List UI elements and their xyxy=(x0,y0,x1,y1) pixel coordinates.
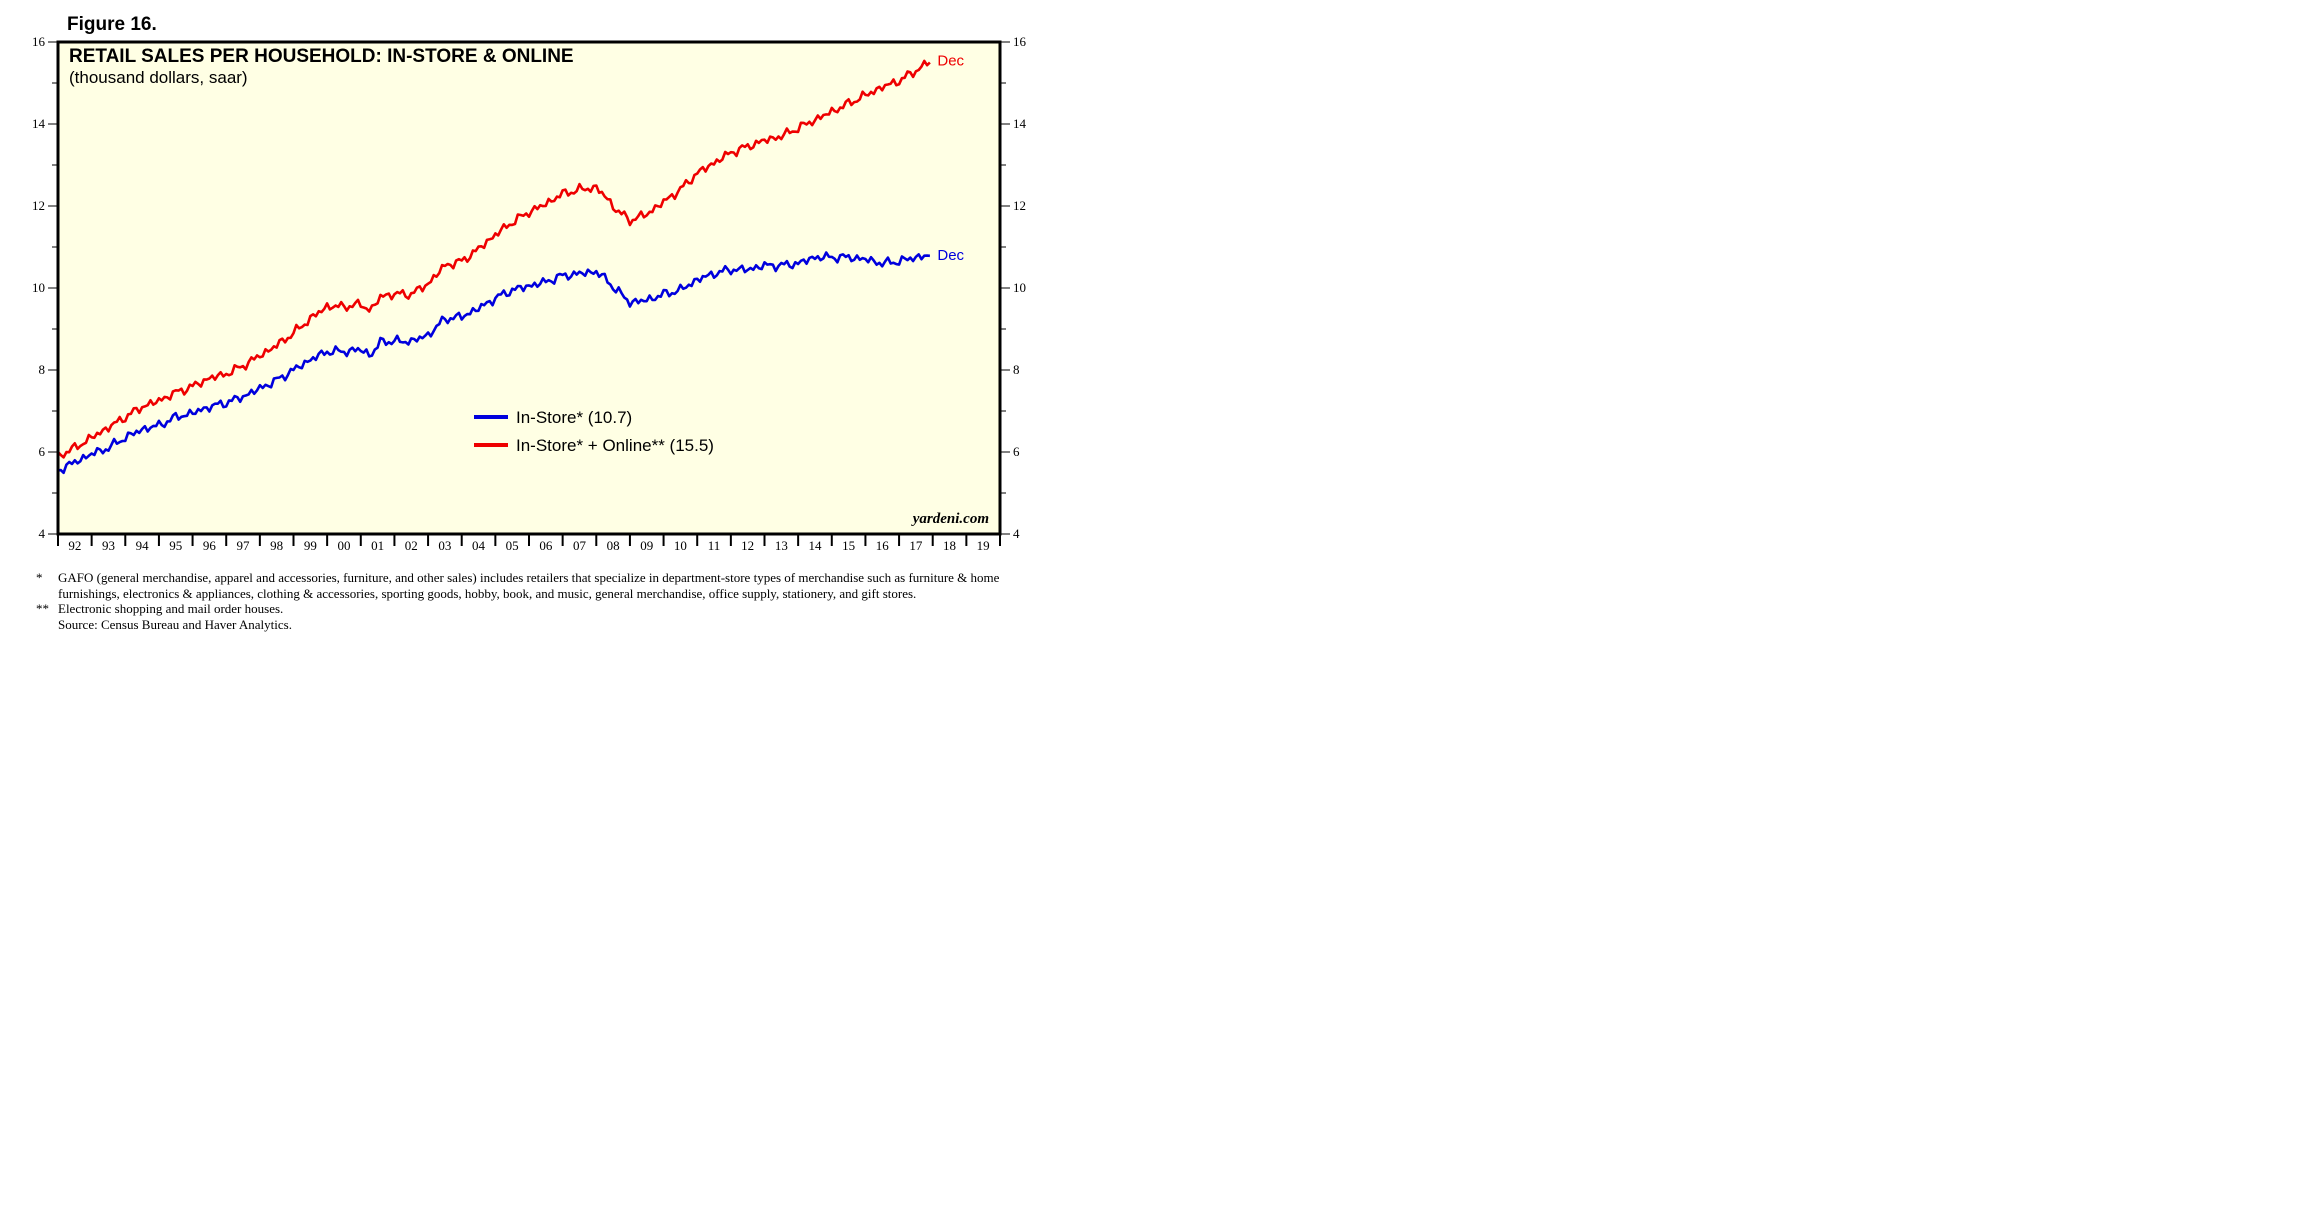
chart-subtitle: (thousand dollars, saar) xyxy=(69,68,248,87)
x-tick-label: 16 xyxy=(876,538,890,553)
x-tick-label: 95 xyxy=(169,538,182,553)
end-label-in-store-online: Dec xyxy=(937,52,964,69)
footnote-text: Source: Census Bureau and Haver Analytic… xyxy=(58,616,292,632)
x-tick-label: 03 xyxy=(438,538,451,553)
x-tick-label: 18 xyxy=(943,538,956,553)
x-tick-label: 14 xyxy=(808,538,822,553)
footnote: Source: Census Bureau and Haver Analytic… xyxy=(36,617,1036,633)
x-tick-label: 17 xyxy=(909,538,923,553)
x-tick-label: 07 xyxy=(573,538,587,553)
x-axis: 92 93 94 95 96 97 98 99 00 01 02 03 04 05 06 07 08 09 10 11… xyxy=(57,534,1001,553)
y-tick-label-left: 4 xyxy=(39,526,46,541)
y-tick-label-right: 4 xyxy=(1013,526,1020,541)
chart-title: RETAIL SALES PER HOUSEHOLD: IN-STORE & O… xyxy=(69,46,574,67)
y-tick-label-left: 12 xyxy=(32,198,45,213)
x-tick-label: 04 xyxy=(472,538,486,553)
x-tick-label: 13 xyxy=(775,538,788,553)
x-tick-label: 99 xyxy=(304,538,317,553)
footnotes: * GAFO (general merchandise, apparel and… xyxy=(36,570,1036,632)
x-tick-label: 00 xyxy=(337,538,350,553)
legend-label-in-store: In-Store* (10.7) xyxy=(516,408,632,427)
y-axis-right: 4 6 8 10 12 14 16 xyxy=(1000,34,1027,541)
x-tick-label: 08 xyxy=(607,538,620,553)
plot-frame xyxy=(56,40,1002,536)
x-tick-label: 98 xyxy=(270,538,283,553)
y-tick-label-left: 10 xyxy=(32,280,45,295)
x-tick-label: 15 xyxy=(842,538,855,553)
y-tick-label-left: 16 xyxy=(32,34,46,49)
footnote-mark: ** xyxy=(36,601,49,616)
x-tick-label: 94 xyxy=(136,538,150,553)
y-tick-label-right: 10 xyxy=(1013,280,1026,295)
series-line-in-store-online xyxy=(57,59,931,459)
y-tick-label-right: 16 xyxy=(1013,34,1027,49)
x-tick-label: 10 xyxy=(674,538,687,553)
y-tick-label-right: 6 xyxy=(1013,444,1020,459)
footnote: ** Electronic shopping and mail order ho… xyxy=(36,601,1036,617)
footnote-text: Electronic shopping and mail order house… xyxy=(58,601,284,616)
x-tick-label: 97 xyxy=(237,538,251,553)
y-tick-label-right: 12 xyxy=(1013,198,1026,213)
x-tick-label: 02 xyxy=(405,538,418,553)
x-tick-label: 09 xyxy=(640,538,653,553)
x-tick-label: 93 xyxy=(102,538,115,553)
y-tick-label-left: 8 xyxy=(39,362,46,377)
y-tick-label-right: 14 xyxy=(1013,116,1027,131)
y-tick-label-left: 14 xyxy=(32,116,46,131)
y-tick-label-right: 8 xyxy=(1013,362,1020,377)
footnote: * GAFO (general merchandise, apparel and… xyxy=(36,570,1036,601)
x-tick-label: 92 xyxy=(68,538,81,553)
x-tick-label: 01 xyxy=(371,538,384,553)
series-layer: Dec Dec xyxy=(57,52,965,475)
y-axis-left: 4 6 8 10 12 14 16 xyxy=(32,34,58,541)
figure-label: Figure 16. xyxy=(67,14,157,35)
x-tick-label: 05 xyxy=(506,538,519,553)
x-tick-label: 96 xyxy=(203,538,217,553)
series-line-in-store xyxy=(57,251,930,475)
legend: In-Store* (10.7) In-Store* + Online** (1… xyxy=(474,408,714,455)
x-tick-label: 12 xyxy=(741,538,754,553)
chart-figure: Figure 16. 4 6 8 10 12 14 16 4 6 8 10 12 14 16 92 93 9… xyxy=(0,0,1060,660)
x-tick-label: 06 xyxy=(539,538,553,553)
footnote-mark: * xyxy=(36,570,43,585)
x-tick-label: 11 xyxy=(708,538,721,553)
footnote-text: GAFO (general merchandise, apparel and a… xyxy=(58,570,1000,601)
watermark: yardeni.com xyxy=(911,511,989,527)
legend-label-in-store-online: In-Store* + Online** (15.5) xyxy=(516,436,714,455)
end-label-in-store: Dec xyxy=(937,247,964,264)
plot-background xyxy=(58,42,1000,534)
y-tick-label-left: 6 xyxy=(39,444,46,459)
x-tick-label: 19 xyxy=(977,538,990,553)
